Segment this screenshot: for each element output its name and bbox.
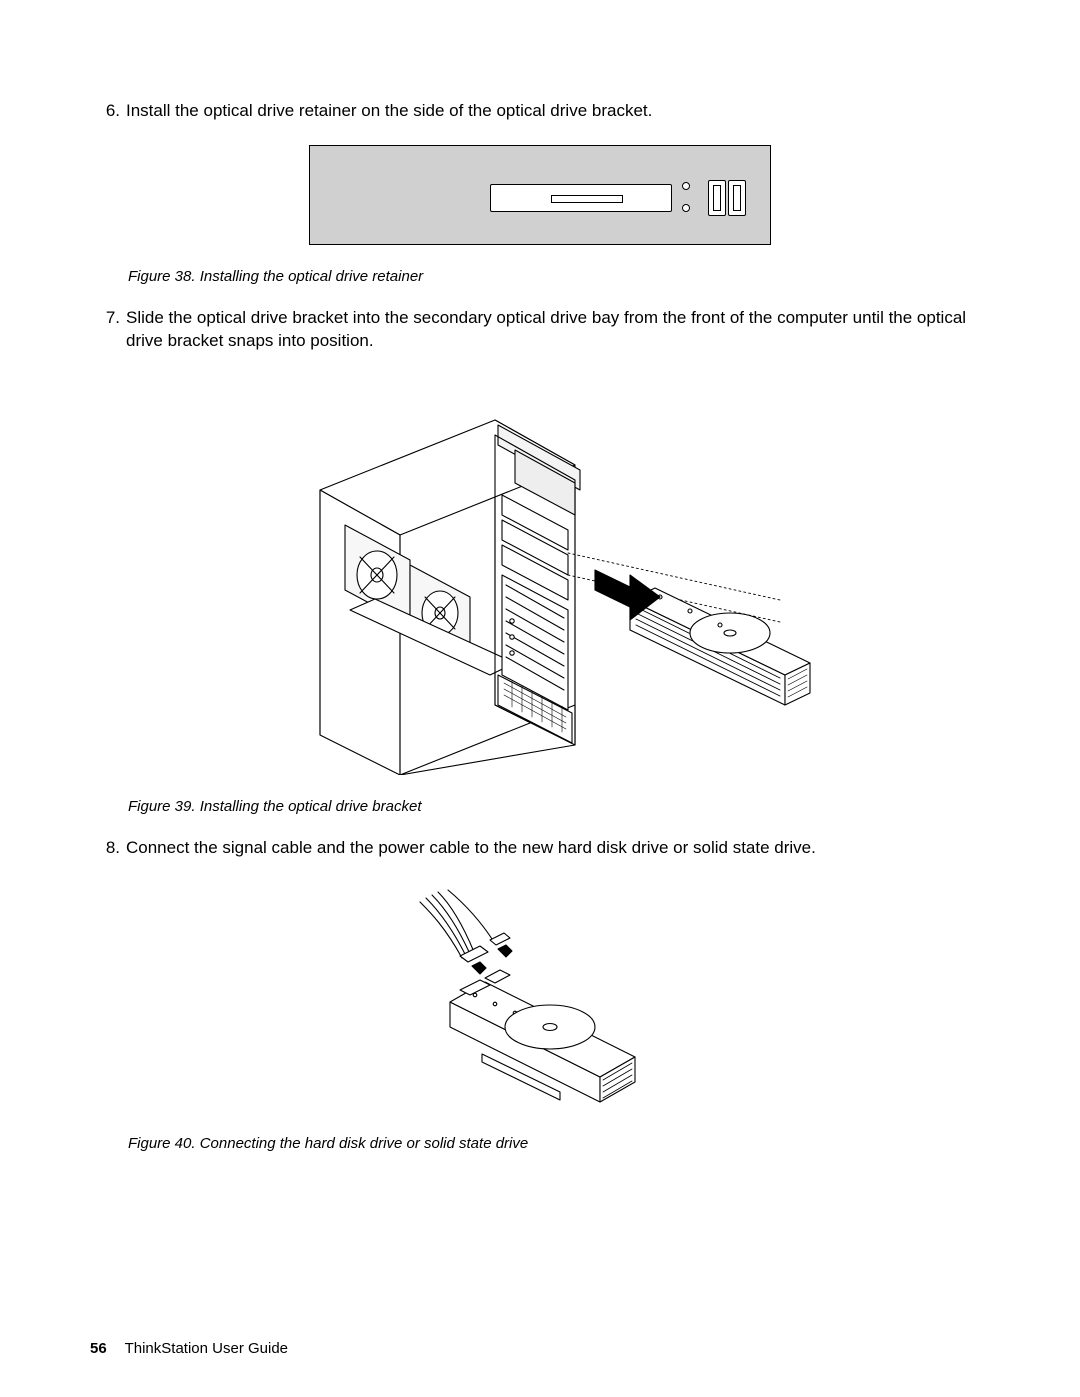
step-7-number: 7. xyxy=(90,307,126,353)
retainer-bar xyxy=(490,184,672,212)
step-7-text: Slide the optical drive bracket into the… xyxy=(126,307,990,353)
document-page: 6. Install the optical drive retainer on… xyxy=(0,0,1080,1397)
figure-40-caption: Figure 40. Connecting the hard disk driv… xyxy=(128,1135,990,1152)
step-8-text: Connect the signal cable and the power c… xyxy=(126,837,990,860)
figure-39 xyxy=(90,375,990,780)
step-7: 7. Slide the optical drive bracket into … xyxy=(90,307,990,353)
figure-38-caption: Figure 38. Installing the optical drive … xyxy=(128,268,990,285)
latch-tab xyxy=(708,180,726,216)
figure-39-caption: Figure 39. Installing the optical drive … xyxy=(128,798,990,815)
figure-40 xyxy=(90,882,990,1117)
footer-title: ThinkStation User Guide xyxy=(125,1340,288,1357)
step-6-number: 6. xyxy=(90,100,126,123)
step-8-number: 8. xyxy=(90,837,126,860)
figure-40-diagram xyxy=(390,882,690,1112)
page-footer: 56 ThinkStation User Guide xyxy=(90,1340,288,1357)
step-8: 8. Connect the signal cable and the powe… xyxy=(90,837,990,860)
latch-tab xyxy=(728,180,746,216)
retainer-slot xyxy=(551,195,623,203)
page-number: 56 xyxy=(90,1340,107,1357)
step-6-text: Install the optical drive retainer on th… xyxy=(126,100,990,123)
figure-38-diagram xyxy=(309,145,771,245)
step-6: 6. Install the optical drive retainer on… xyxy=(90,100,990,123)
figure-38 xyxy=(90,145,990,250)
screw-hole-icon xyxy=(682,204,690,212)
figure-39-diagram xyxy=(260,375,820,775)
screw-hole-icon xyxy=(682,182,690,190)
